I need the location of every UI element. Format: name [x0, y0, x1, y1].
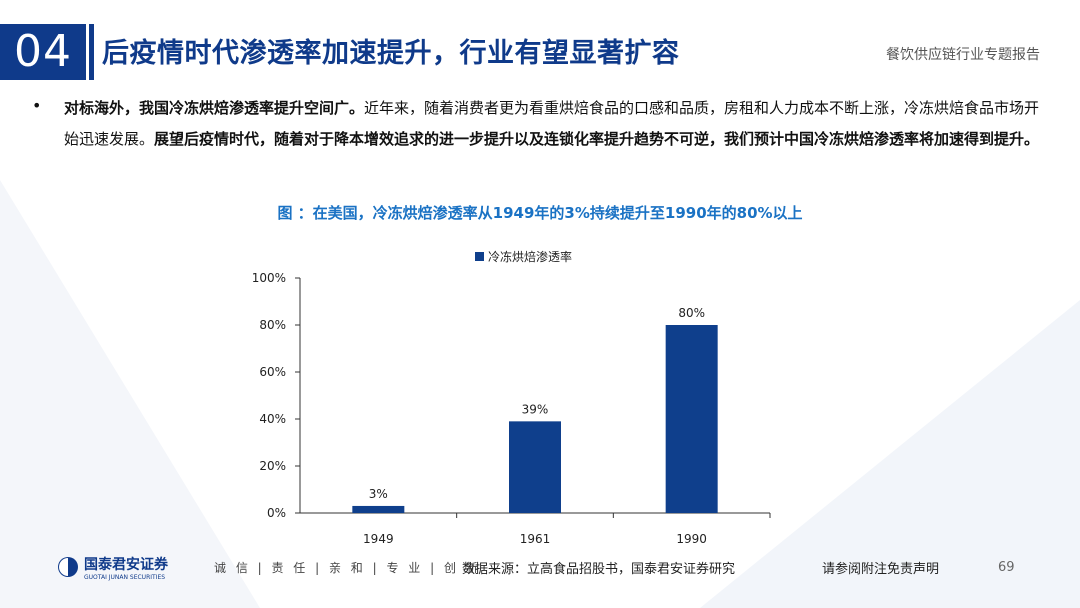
- data-label: 3%: [369, 487, 388, 501]
- bar-chart: 冷冻烘焙渗透率 0% 20% 40% 60% 80% 100% 3% 1949 39% 1961 80…: [252, 249, 771, 546]
- legend-label: 冷冻烘焙渗透率: [488, 249, 572, 264]
- chart-caption: 图 ：在美国，冷冻烘焙渗透率从1949年的3%持续提升至1990年的80%以上: [277, 204, 803, 222]
- corporate-values: 诚 信 | 责 任 | 亲 和 | 专 业 | 创 新: [214, 561, 481, 575]
- data-source: 数据来源：立高食品招股书，国泰君安证券研究: [462, 562, 736, 577]
- y-tick-label: 100%: [252, 271, 286, 285]
- body-text: 近年来，随着消费者更为看重烘焙食品的口感和品质，房租和人力成本不断上涨，冷冻烘焙…: [64, 99, 1040, 148]
- data-label: 80%: [678, 306, 705, 320]
- bullet-marker: •: [32, 96, 42, 115]
- page-number: 69: [998, 560, 1015, 575]
- y-tick-label: 20%: [259, 459, 286, 473]
- x-tick-label: 1961: [520, 532, 551, 546]
- bar: [665, 325, 718, 513]
- x-tick-label: 1949: [363, 532, 394, 546]
- y-tick-label: 80%: [259, 318, 286, 332]
- y-tick-label: 0%: [267, 506, 286, 520]
- title-accent-bar: [89, 24, 94, 80]
- legend-swatch: [475, 252, 484, 261]
- bold-lead: 对标海外，我国冷冻烘焙渗透率提升空间广。: [64, 99, 365, 117]
- data-label: 39%: [522, 402, 549, 416]
- x-tick-label: 1990: [676, 532, 707, 546]
- bar: [509, 421, 561, 513]
- bar: [352, 505, 405, 513]
- company-logo: 国泰君安证券 GUOTAI JUNAN SECURITIES: [58, 556, 169, 581]
- bold-tail: 展望后疫情时代，随着对于降本增效追求的进一步提升以及连锁化率提升趋势不可逆，我们…: [154, 130, 1040, 148]
- report-name: 餐饮供应链行业专题报告: [886, 47, 1040, 63]
- section-number: 04: [0, 24, 86, 80]
- y-tick-label: 40%: [259, 412, 286, 426]
- svg-text:GUOTAI JUNAN SECURITIES: GUOTAI JUNAN SECURITIES: [84, 574, 165, 581]
- y-tick-label: 60%: [259, 365, 286, 379]
- body-paragraph: 对标海外，我国冷冻烘焙渗透率提升空间广。近年来，随着消费者更为看重烘焙食品的口感…: [64, 93, 1044, 155]
- svg-text:国泰君安证券: 国泰君安证券: [84, 556, 169, 573]
- page-title: 后疫情时代渗透率加速提升，行业有望显著扩容: [102, 38, 680, 69]
- disclaimer-link[interactable]: 请参阅附注免责声明: [822, 562, 940, 577]
